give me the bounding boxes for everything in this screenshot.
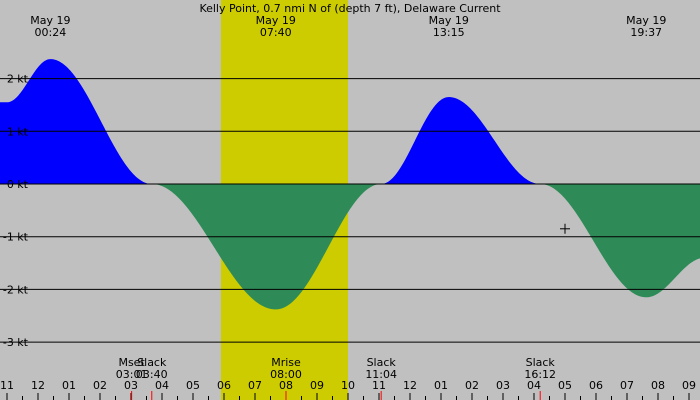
x-tick-label: 12 [403, 379, 417, 392]
x-tick-label: 03 [496, 379, 510, 392]
x-tick-label: 05 [186, 379, 200, 392]
x-tick-label: 04 [527, 379, 541, 392]
x-tick-label: 12 [31, 379, 45, 392]
ebb-area [152, 184, 382, 310]
bottom-event-labels: Mset03:01Slack03:40Mrise08:00Slack11:04S… [116, 356, 556, 381]
bottom-event-time: 03:40 [136, 368, 168, 381]
event-time-label: 19:37 [630, 26, 662, 39]
ebb-area [541, 184, 700, 298]
event-time-label: 13:15 [433, 26, 465, 39]
x-tick-label: 11 [0, 379, 14, 392]
flood-area [382, 97, 541, 184]
bottom-event-name: Mset [118, 356, 145, 369]
x-tick-label: 10 [341, 379, 355, 392]
y-tick-label: -1 kt [3, 231, 29, 244]
event-date-label: May 19 [256, 14, 296, 27]
event-time-label: 07:40 [260, 26, 292, 39]
x-tick-label: 05 [558, 379, 572, 392]
y-tick-labels: 2 kt 1 kt 0 kt -1 kt -2 kt -3 kt [3, 73, 29, 350]
bottom-event-name: Slack [526, 356, 556, 369]
y-tick-label: 2 kt [7, 73, 29, 86]
bottom-event-time: 11:04 [365, 368, 397, 381]
event-date-label: May 19 [626, 14, 666, 27]
x-tick-label: 07 [620, 379, 634, 392]
x-tick-label: 09 [682, 379, 696, 392]
y-tick-label: -3 kt [3, 336, 29, 349]
x-tick-label: 01 [434, 379, 448, 392]
x-tick-label: 04 [155, 379, 169, 392]
x-tick-label: 08 [651, 379, 665, 392]
x-tick-label: 08 [279, 379, 293, 392]
bottom-event-time: 03:01 [116, 368, 148, 381]
event-time-label: 00:24 [35, 26, 67, 39]
current-time-marker [560, 223, 570, 234]
event-date-label: May 19 [429, 14, 469, 27]
current-areas [0, 59, 700, 310]
x-tick-label: 01 [62, 379, 76, 392]
bottom-event-name: Mrise [271, 356, 301, 369]
bottom-event-name: Slack [137, 356, 167, 369]
x-tick-label: 09 [310, 379, 324, 392]
x-tick-label: 02 [465, 379, 479, 392]
x-tick-label: 06 [589, 379, 603, 392]
event-date-label: May 19 [30, 14, 70, 27]
y-tick-label: -2 kt [3, 283, 29, 296]
x-tick-label: 07 [248, 379, 262, 392]
gridlines [0, 78, 700, 343]
x-tick-labels: 11 12 01 02 03 04 05 06 07 08 09 10 11 12 01 02 03 04 05 06… [0, 379, 696, 400]
x-tick-label: 02 [93, 379, 107, 392]
bottom-event-time: 16:12 [524, 368, 556, 381]
y-tick-label: 0 kt [7, 178, 29, 191]
flood-area [0, 59, 152, 184]
x-tick-label: 03 [124, 379, 138, 392]
x-tick-label: 11 [372, 379, 386, 392]
chart-title: Kelly Point, 0.7 nmi N of (depth 7 ft), … [199, 2, 501, 15]
x-tick-label: 06 [217, 379, 231, 392]
bottom-event-name: Slack [367, 356, 397, 369]
y-tick-label: 1 kt [7, 125, 29, 138]
bottom-event-time: 08:00 [270, 368, 302, 381]
